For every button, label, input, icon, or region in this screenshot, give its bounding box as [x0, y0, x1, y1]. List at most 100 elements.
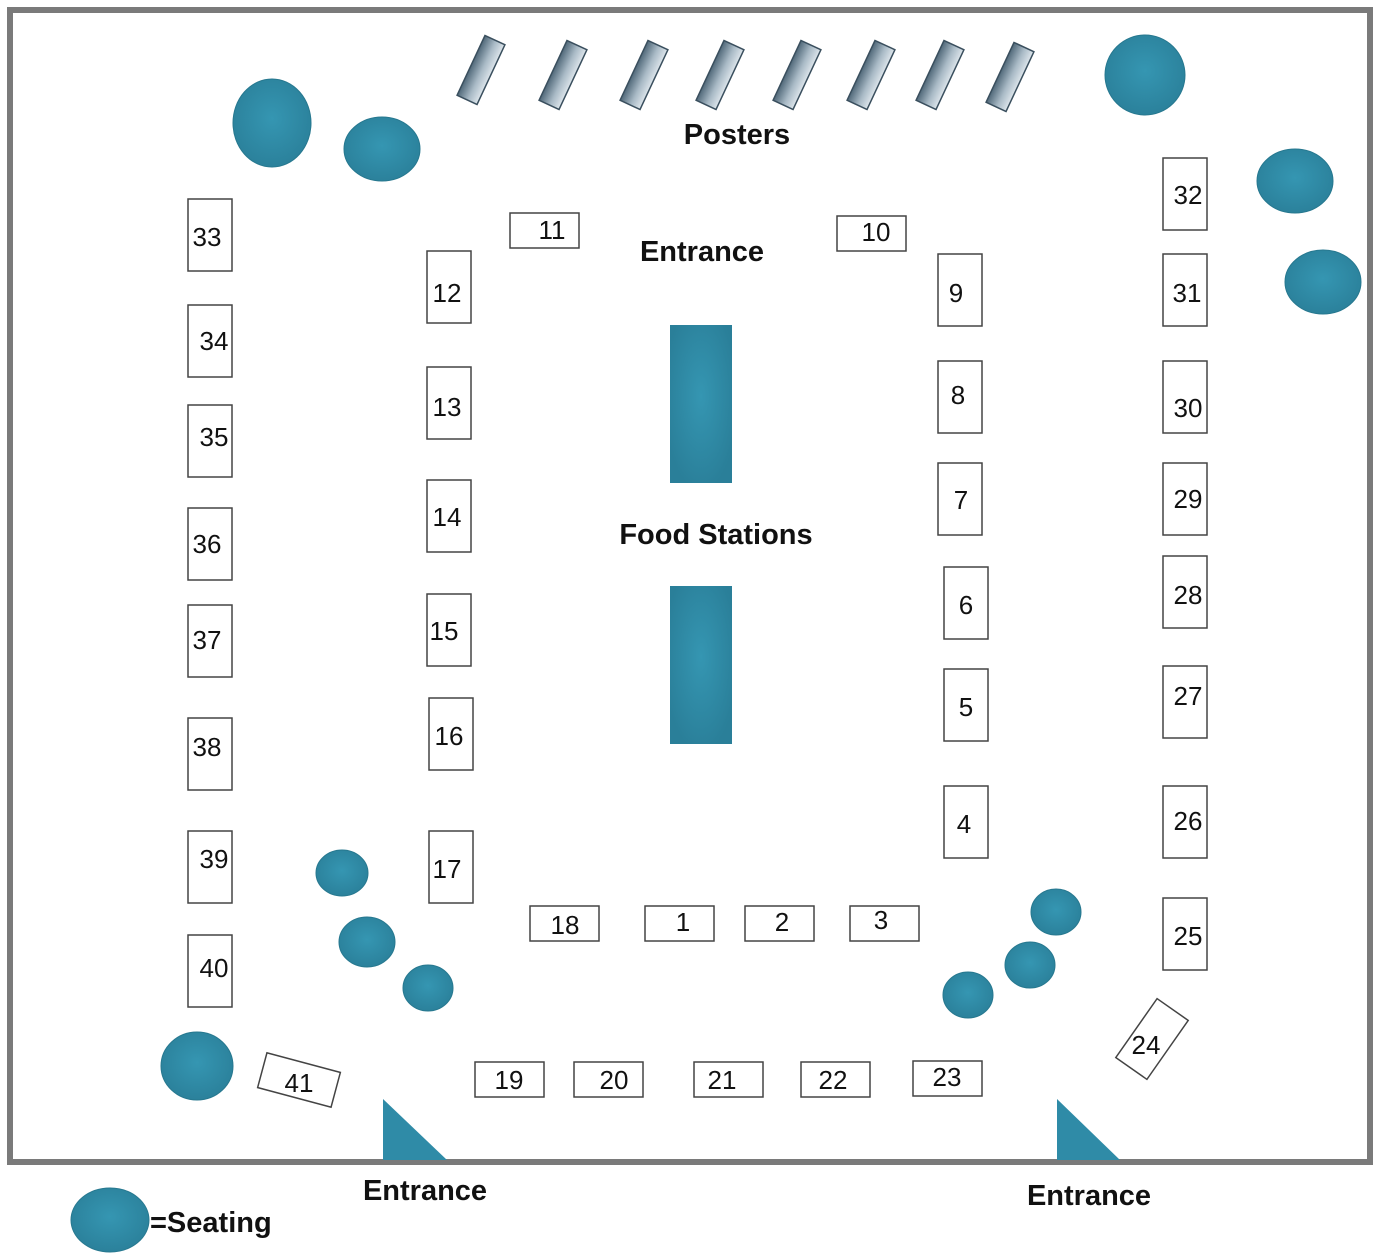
svg-text:8: 8 [951, 380, 965, 410]
booth-21[interactable]: 21 [693, 1061, 764, 1098]
svg-text:13: 13 [433, 392, 462, 422]
booth-27[interactable]: 27 [1162, 665, 1208, 739]
svg-text:4: 4 [957, 809, 971, 839]
svg-text:27: 27 [1174, 681, 1203, 711]
poster-board-icon [619, 39, 669, 111]
booth-15[interactable]: 15 [426, 593, 472, 667]
seating-circle-icon [1004, 941, 1056, 989]
poster-board-icon [985, 41, 1035, 113]
food-station [670, 586, 732, 744]
poster-row [456, 34, 1035, 113]
seating-circle-icon [160, 1031, 234, 1101]
booth-37[interactable]: 37 [187, 604, 233, 678]
entrance-wedge-icon [383, 1099, 447, 1160]
svg-text:17: 17 [433, 854, 462, 884]
booth-39[interactable]: 39 [187, 830, 233, 904]
booth-2[interactable]: 2 [744, 905, 815, 942]
svg-text:23: 23 [933, 1062, 962, 1092]
svg-text:16: 16 [435, 721, 464, 751]
svg-text:25: 25 [1174, 921, 1203, 951]
svg-text:1: 1 [676, 907, 690, 937]
booth-17[interactable]: 17 [428, 830, 474, 904]
svg-text:7: 7 [954, 485, 968, 515]
booth-32[interactable]: 32 [1162, 157, 1208, 231]
booth-11[interactable]: 11 [509, 212, 580, 249]
svg-text:10: 10 [862, 217, 891, 247]
posters-label: Posters [684, 119, 790, 151]
booth-31[interactable]: 31 [1162, 253, 1208, 327]
booth-1[interactable]: 1 [644, 905, 715, 942]
booth-23[interactable]: 23 [912, 1060, 983, 1097]
svg-text:38: 38 [193, 732, 222, 762]
booth-5[interactable]: 5 [943, 668, 989, 742]
booth-19[interactable]: 19 [474, 1061, 545, 1098]
booth-26[interactable]: 26 [1162, 785, 1208, 859]
booth-28[interactable]: 28 [1162, 555, 1208, 629]
booth-38[interactable]: 38 [187, 717, 233, 791]
seating-circle-icon [70, 1187, 150, 1253]
seating-circle-icon [402, 964, 454, 1012]
svg-text:24: 24 [1132, 1030, 1161, 1060]
svg-text:34: 34 [200, 326, 229, 356]
booth-16[interactable]: 16 [428, 697, 474, 771]
booth-29[interactable]: 29 [1162, 462, 1208, 536]
booth-9[interactable]: 9 [937, 253, 983, 327]
entrance-bottom-right-label: Entrance [1027, 1180, 1151, 1212]
booth-36[interactable]: 36 [187, 507, 233, 581]
svg-text:15: 15 [430, 616, 459, 646]
svg-text:21: 21 [708, 1065, 737, 1095]
booth-30[interactable]: 30 [1162, 360, 1208, 434]
seating-circle-icon [1030, 888, 1082, 936]
booth-6[interactable]: 6 [943, 566, 989, 640]
svg-text:37: 37 [193, 625, 222, 655]
booth-35[interactable]: 35 [187, 404, 233, 478]
seating-circle-icon [942, 971, 994, 1019]
svg-text:22: 22 [819, 1065, 848, 1095]
poster-board-icon [456, 34, 506, 106]
entrance-wedge-icon [1057, 1099, 1120, 1160]
svg-text:40: 40 [200, 953, 229, 983]
seating-circle-icon [1284, 249, 1362, 315]
svg-text:35: 35 [200, 422, 229, 452]
legend-label: =Seating [150, 1207, 272, 1239]
booth-24[interactable]: 24 [1113, 997, 1190, 1081]
svg-text:2: 2 [775, 907, 789, 937]
booth-4[interactable]: 4 [943, 785, 989, 859]
booth-22[interactable]: 22 [800, 1061, 871, 1098]
booth-3[interactable]: 3 [849, 905, 920, 942]
booth-7[interactable]: 7 [937, 462, 983, 536]
svg-text:33: 33 [193, 222, 222, 252]
seating-circle-icon [338, 916, 396, 968]
booth-40[interactable]: 40 [187, 934, 233, 1008]
svg-text:32: 32 [1174, 180, 1203, 210]
food-stations-label: Food Stations [619, 519, 812, 551]
poster-board-icon [772, 39, 822, 111]
booth-41[interactable]: 41 [256, 1051, 342, 1110]
entrance-top-label: Entrance [640, 236, 764, 268]
booth-34[interactable]: 34 [187, 304, 233, 378]
seating-circle-icon [1256, 148, 1334, 214]
booth-20[interactable]: 20 [573, 1061, 644, 1098]
svg-text:3: 3 [874, 905, 888, 935]
seating-group [70, 34, 1362, 1253]
booth-25[interactable]: 25 [1162, 897, 1208, 971]
booth-13[interactable]: 13 [426, 366, 472, 440]
svg-text:5: 5 [959, 692, 973, 722]
seating-circle-icon [1104, 34, 1186, 116]
booth-33[interactable]: 33 [187, 198, 233, 272]
svg-text:19: 19 [495, 1065, 524, 1095]
svg-text:14: 14 [433, 502, 462, 532]
hall-outline [7, 7, 1373, 1165]
entrance-bottom-left-label: Entrance [363, 1175, 487, 1207]
poster-board-icon [915, 39, 965, 111]
svg-text:31: 31 [1173, 278, 1202, 308]
svg-text:41: 41 [285, 1068, 314, 1098]
svg-text:9: 9 [949, 278, 963, 308]
booth-12[interactable]: 12 [426, 250, 472, 324]
booth-10[interactable]: 10 [836, 215, 907, 252]
seating-circle-icon [315, 849, 369, 897]
booth-14[interactable]: 14 [426, 479, 472, 553]
booth-8[interactable]: 8 [937, 360, 983, 434]
booth-18[interactable]: 18 [529, 905, 600, 942]
